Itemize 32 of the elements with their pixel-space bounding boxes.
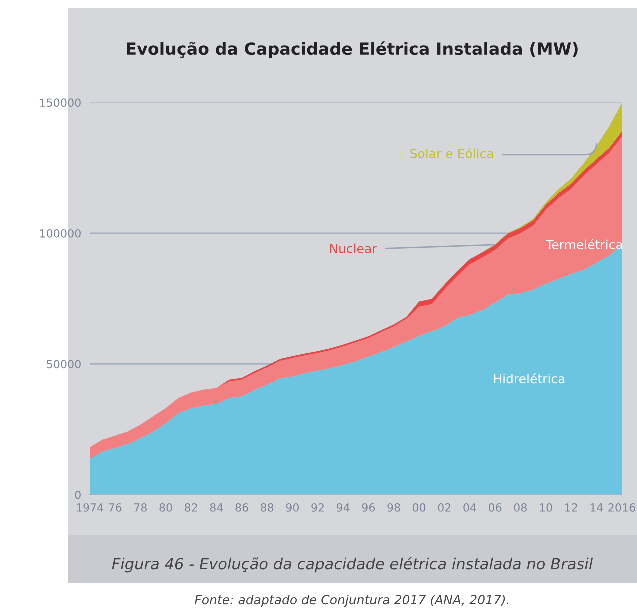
y-tick-label: 0 bbox=[75, 490, 81, 500]
y-tick-label: 50000 bbox=[47, 360, 81, 369]
x-tick-label: 12 bbox=[565, 504, 578, 512]
y-tick-label: 100000 bbox=[40, 229, 81, 238]
x-tick-label: 96 bbox=[362, 504, 376, 512]
x-tick-label: 02 bbox=[438, 504, 451, 512]
source-note: Fonte: adaptado de Conjuntura 2017 (ANA, 2017). bbox=[195, 594, 509, 608]
text: Solar e Eólica bbox=[410, 148, 494, 159]
x-tick-label: 94 bbox=[336, 504, 350, 512]
chart-title: Evolução da Capacidade Elétrica Instalada (MW) bbox=[127, 42, 578, 58]
x-tick-label: 84 bbox=[210, 504, 224, 512]
x-tick-label: 04 bbox=[464, 504, 476, 512]
series-label: Hidrelétrica bbox=[494, 374, 565, 384]
x-tick-label: 06 bbox=[488, 504, 502, 512]
x-tick-label: 86 bbox=[236, 504, 248, 512]
x-tick-label: 78 bbox=[134, 504, 147, 512]
x-tick-label: 2016 bbox=[608, 504, 636, 512]
x-tick-label: 08 bbox=[514, 504, 527, 512]
x-tick-label: 98 bbox=[388, 504, 400, 512]
x-tick-label: 76 bbox=[109, 504, 122, 512]
x-tick-label: 90 bbox=[286, 504, 299, 512]
x-tick-label: 80 bbox=[160, 504, 172, 512]
x-tick-label: 82 bbox=[185, 504, 198, 512]
y-tick-label: 150000 bbox=[40, 98, 81, 108]
text: Figura 46 - Evolução da capacidade elétrica instalada no Brasil bbox=[112, 557, 594, 573]
x-tick-label: 14 bbox=[590, 504, 604, 512]
x-tick-label: 00 bbox=[412, 504, 426, 512]
x-tick-label: 1974 bbox=[77, 504, 104, 512]
text: Nuclear bbox=[330, 244, 378, 254]
x-tick-label: 88 bbox=[261, 504, 274, 512]
x-tick-label: 10 bbox=[540, 504, 552, 512]
x-tick-label: 92 bbox=[312, 504, 324, 512]
